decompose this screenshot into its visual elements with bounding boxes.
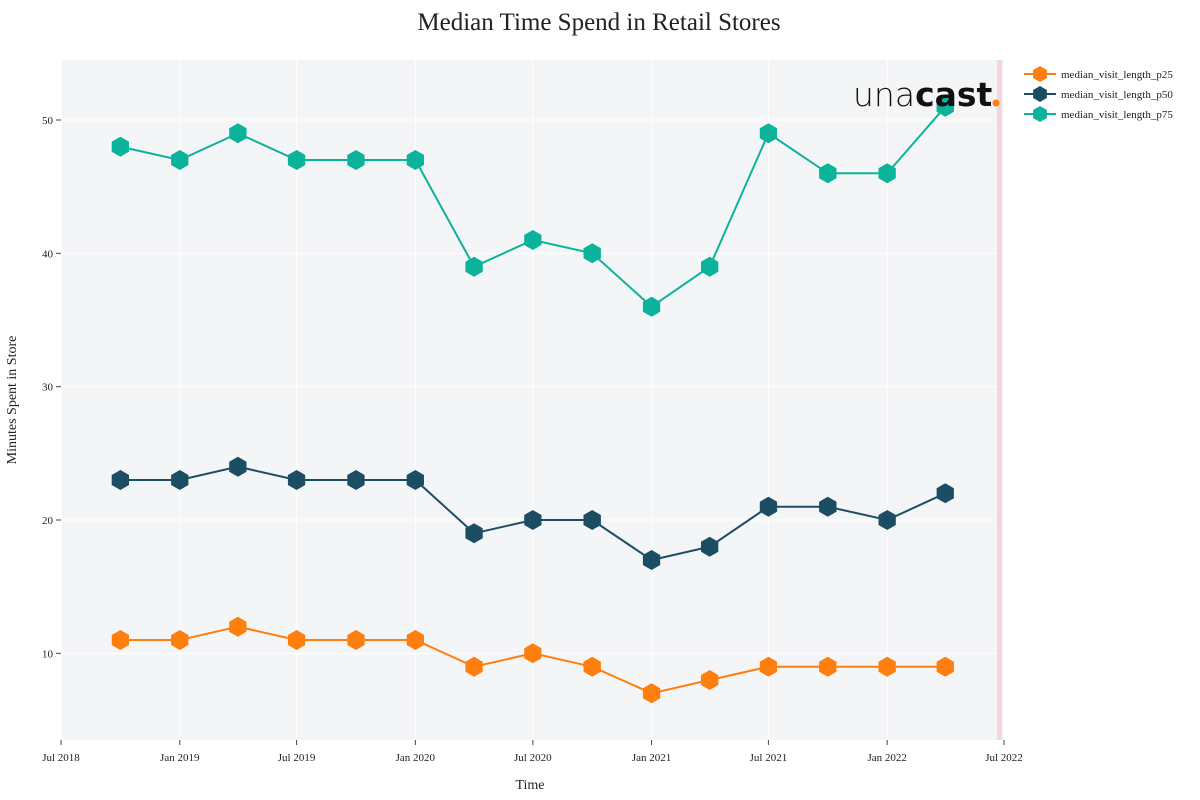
- x-axis: Jul 2018 Jan 2019 Jul 2019 Jan 2020 Jul 2020…: [42, 740, 1023, 764]
- data-point: [759, 123, 778, 144]
- data-point: [111, 630, 129, 650]
- data-point: [583, 243, 601, 264]
- series-median_visit_length_p25: [111, 616, 954, 704]
- data-point: [701, 670, 719, 690]
- x-axis-title: Time: [515, 778, 544, 793]
- x-tick-label: Jul 2022: [985, 752, 1023, 764]
- x-tick-label: Jan 2021: [632, 752, 671, 764]
- data-point: [583, 656, 601, 677]
- data-point: [583, 510, 601, 530]
- data-point: [759, 496, 778, 517]
- y-tick-label: 50: [42, 115, 54, 127]
- data-point: [642, 550, 661, 570]
- data-point: [878, 163, 896, 184]
- y-axis-title: Minutes Spent in Store: [5, 336, 20, 465]
- data-point: [524, 230, 542, 250]
- y-axis: 10 20 30 40 50: [42, 115, 61, 660]
- data-point: [701, 536, 719, 557]
- legend-marker-icon: [1033, 66, 1047, 82]
- y-tick-label: 20: [42, 515, 54, 527]
- y-tick-label: 10: [42, 648, 54, 660]
- data-point: [287, 470, 306, 490]
- data-point: [347, 150, 365, 170]
- data-point: [287, 630, 306, 650]
- data-point: [171, 470, 189, 490]
- data-point: [524, 510, 542, 530]
- data-point: [819, 656, 837, 677]
- data-point: [642, 683, 661, 704]
- data-point: [819, 163, 837, 184]
- data-point: [878, 510, 896, 530]
- series-median_visit_length_p50: [111, 456, 954, 570]
- data-point: [111, 470, 129, 490]
- legend-item[interactable]: median_visit_length_p50: [1024, 86, 1173, 102]
- legend-item[interactable]: median_visit_length_p75: [1024, 106, 1173, 122]
- legend-marker-icon: [1033, 106, 1047, 122]
- logo-dot-icon: [992, 99, 1000, 107]
- data-point: [465, 523, 483, 544]
- data-point: [229, 616, 247, 637]
- x-tick-label: Jul 2019: [278, 752, 316, 764]
- chart-title: Median Time Spend in Retail Stores: [417, 9, 780, 36]
- data-point: [229, 123, 247, 144]
- data-point: [701, 256, 719, 277]
- data-point: [111, 136, 129, 157]
- legend-item[interactable]: median_visit_length_p25: [1024, 66, 1173, 82]
- svg-text:unacast: unacast: [853, 75, 993, 114]
- x-tick-label: Jan 2019: [160, 752, 200, 764]
- y-tick-label: 40: [42, 248, 54, 260]
- data-point: [524, 643, 542, 664]
- data-point: [171, 630, 189, 650]
- data-point: [406, 630, 424, 650]
- data-point: [406, 150, 424, 170]
- logo-light-part: una: [853, 75, 915, 114]
- legend-label: median_visit_length_p75: [1061, 109, 1173, 121]
- data-point: [819, 496, 837, 517]
- x-tick-label: Jul 2021: [750, 752, 788, 764]
- legend-label: median_visit_length_p25: [1061, 69, 1173, 81]
- data-point: [878, 656, 896, 677]
- x-tick-label: Jan 2022: [867, 752, 906, 764]
- data-point: [936, 656, 954, 677]
- data-point: [936, 483, 954, 504]
- x-tick-label: Jul 2018: [42, 752, 80, 764]
- unacast-logo: unacast: [853, 75, 1000, 114]
- data-point: [347, 630, 365, 650]
- data-point: [465, 256, 483, 277]
- x-tick-label: Jan 2020: [396, 752, 436, 764]
- series-median_visit_length_p75: [111, 96, 954, 317]
- y-tick-label: 30: [42, 382, 54, 394]
- data-point: [229, 456, 247, 477]
- data-point: [465, 656, 483, 677]
- data-point: [171, 150, 189, 170]
- highlight-band: [997, 60, 1002, 740]
- data-point: [347, 470, 365, 490]
- data-point: [287, 150, 306, 170]
- data-point: [406, 470, 424, 490]
- logo-bold-part: cast: [915, 75, 992, 114]
- legend-marker-icon: [1033, 86, 1047, 102]
- legend-label: median_visit_length_p50: [1061, 89, 1173, 101]
- data-point: [936, 96, 954, 117]
- legend[interactable]: median_visit_length_p25 median_visit_leng…: [1024, 66, 1173, 122]
- data-point: [642, 296, 661, 317]
- x-tick-label: Jul 2020: [514, 752, 552, 764]
- data-point: [759, 656, 778, 677]
- series-layer: [111, 96, 954, 704]
